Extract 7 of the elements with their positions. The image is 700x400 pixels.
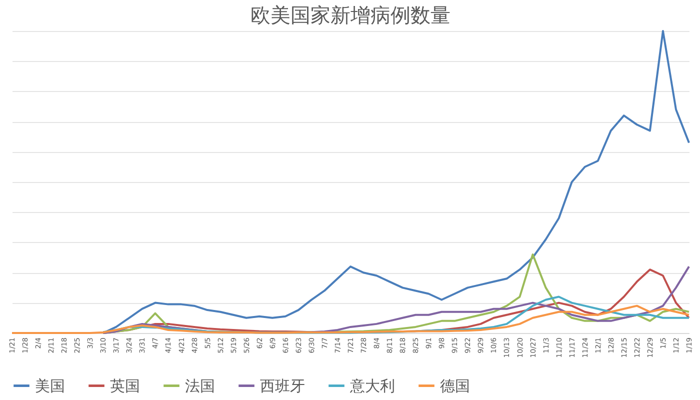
legend-label: 美国 [35, 376, 65, 395]
legend-label: 意大利 [349, 376, 395, 395]
legend-label: 西班牙 [260, 376, 305, 395]
legend-label: 德国 [440, 376, 470, 395]
legend-label: 法国 [185, 376, 215, 395]
legend-label: 英国 [110, 376, 140, 395]
chart-title: 欧美国家新增病例数量 [250, 3, 450, 27]
